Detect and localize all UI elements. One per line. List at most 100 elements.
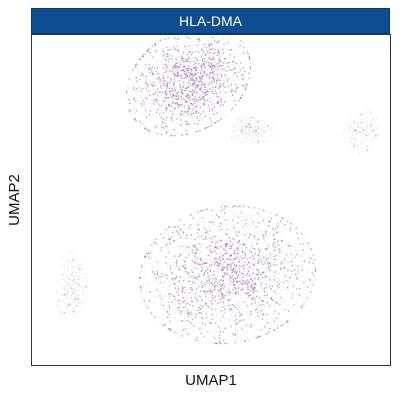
data-point	[198, 37, 200, 40]
data-point	[194, 245, 196, 248]
data-point	[150, 70, 153, 72]
data-point	[154, 317, 157, 320]
data-point	[70, 294, 72, 296]
data-point	[64, 286, 66, 289]
data-point	[240, 129, 242, 131]
data-point	[242, 319, 245, 321]
data-point	[208, 255, 211, 257]
data-point	[360, 129, 363, 132]
data-point	[293, 227, 296, 230]
data-point	[186, 98, 188, 100]
data-point	[196, 339, 198, 341]
data-point	[257, 126, 259, 129]
data-point	[280, 216, 283, 219]
data-point	[207, 90, 210, 93]
data-point	[200, 257, 202, 259]
data-point	[366, 126, 368, 129]
data-point	[214, 106, 216, 108]
data-point	[66, 297, 68, 299]
data-point	[349, 125, 352, 128]
data-point	[300, 306, 303, 309]
data-point	[76, 312, 78, 315]
data-point	[177, 75, 179, 78]
data-point	[260, 309, 263, 312]
data-point	[239, 39, 241, 42]
data-point	[203, 282, 206, 284]
data-point	[166, 274, 168, 276]
data-point	[230, 263, 232, 265]
data-point	[264, 131, 267, 133]
data-point	[237, 292, 240, 294]
data-point	[255, 132, 258, 135]
data-point	[167, 246, 169, 249]
data-point	[206, 235, 209, 237]
data-point	[253, 128, 255, 131]
data-point	[169, 77, 172, 80]
data-point	[202, 260, 204, 263]
data-point	[208, 40, 210, 43]
data-point	[216, 276, 218, 278]
data-point	[308, 261, 311, 264]
data-point	[266, 129, 269, 131]
data-point	[177, 289, 179, 291]
data-point	[242, 242, 244, 245]
data-point	[266, 259, 269, 262]
data-point	[190, 286, 192, 289]
data-point	[204, 299, 206, 302]
data-point	[192, 266, 195, 269]
data-point	[77, 275, 79, 278]
data-point	[221, 278, 224, 280]
data-point	[153, 68, 156, 70]
data-point	[230, 277, 232, 279]
data-point	[190, 107, 192, 110]
data-point	[197, 275, 199, 278]
data-point	[245, 333, 247, 336]
data-point	[230, 254, 232, 257]
data-point	[203, 112, 205, 114]
data-point	[266, 254, 268, 257]
data-point	[246, 248, 249, 250]
data-point	[255, 238, 257, 240]
data-point	[350, 112, 353, 115]
data-point	[275, 244, 278, 246]
data-point	[165, 81, 168, 83]
data-point	[208, 279, 210, 282]
data-point	[194, 85, 196, 88]
data-point	[301, 296, 303, 298]
data-point	[234, 325, 237, 328]
data-point	[234, 247, 237, 250]
data-point	[217, 270, 220, 273]
data-point	[83, 289, 86, 292]
data-point	[178, 265, 181, 268]
data-point	[182, 52, 185, 54]
data-point	[295, 293, 298, 296]
data-point	[218, 58, 220, 61]
data-point	[158, 238, 160, 241]
data-point	[360, 113, 362, 116]
data-point	[257, 141, 259, 143]
data-point	[166, 105, 168, 108]
data-point	[198, 78, 201, 80]
data-point	[253, 312, 256, 315]
data-point	[193, 335, 196, 338]
data-point	[229, 247, 231, 250]
data-point	[219, 247, 221, 250]
data-point	[179, 276, 181, 278]
data-point	[216, 264, 218, 266]
data-point	[273, 127, 276, 129]
data-point	[147, 65, 149, 68]
data-point	[353, 137, 356, 139]
data-point	[371, 112, 374, 115]
data-point	[183, 277, 185, 280]
data-point	[162, 127, 165, 129]
data-point	[253, 117, 255, 119]
data-point	[228, 266, 231, 269]
data-point	[196, 340, 199, 342]
data-point	[205, 285, 207, 288]
data-point	[75, 272, 77, 274]
data-point	[189, 95, 191, 97]
data-point	[257, 315, 259, 318]
data-point	[293, 242, 296, 244]
data-point	[161, 279, 164, 281]
data-point	[200, 54, 203, 57]
